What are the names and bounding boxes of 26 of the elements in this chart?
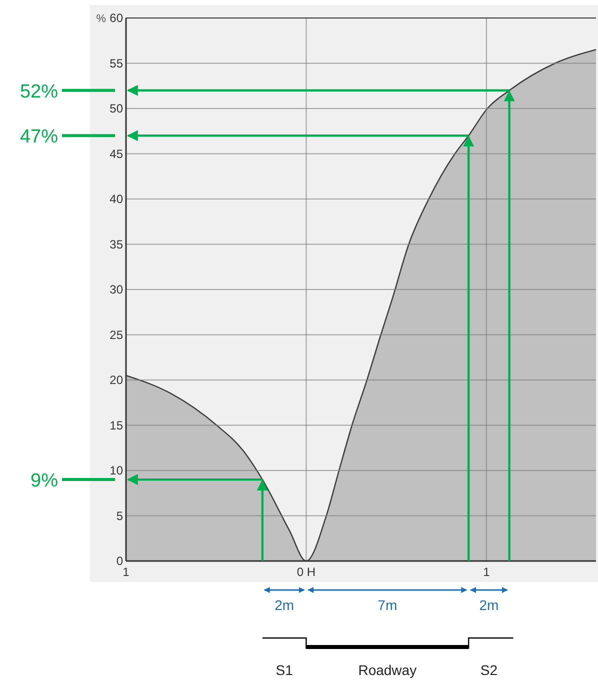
ref-line-label: 52%	[20, 81, 58, 102]
y-tick-label: 15	[110, 418, 124, 432]
y-tick-label: 50	[110, 102, 124, 116]
x-tick-label: 0 H	[296, 565, 316, 579]
text: 2m	[479, 597, 499, 613]
text: Roadway	[358, 662, 417, 678]
y-tick-label: 5	[116, 508, 124, 523]
ref-line-label: 47%	[20, 126, 58, 148]
y-tick-label: 60	[110, 11, 124, 25]
text: 2m	[274, 597, 294, 613]
x-tick-label: 1	[122, 565, 130, 579]
text: S2	[480, 662, 498, 678]
y-tick-label: 40	[110, 192, 124, 206]
x-tick-label: 1	[483, 565, 490, 579]
y-tick-label: 10	[110, 464, 124, 478]
y-tick-label: 35	[110, 237, 124, 252]
y-tick-label: 30	[110, 282, 124, 296]
ref-line-label: 9%	[30, 470, 58, 492]
text: 7m	[378, 597, 398, 613]
y-tick-label: 25	[110, 328, 124, 342]
y-axis-title: %	[96, 13, 106, 25]
y-tick-label: 0	[116, 554, 124, 568]
y-tick-label: 45	[110, 146, 124, 161]
y-tick-label: 55	[110, 56, 124, 70]
y-tick-label: 20	[110, 373, 124, 387]
text: S1	[276, 662, 294, 678]
